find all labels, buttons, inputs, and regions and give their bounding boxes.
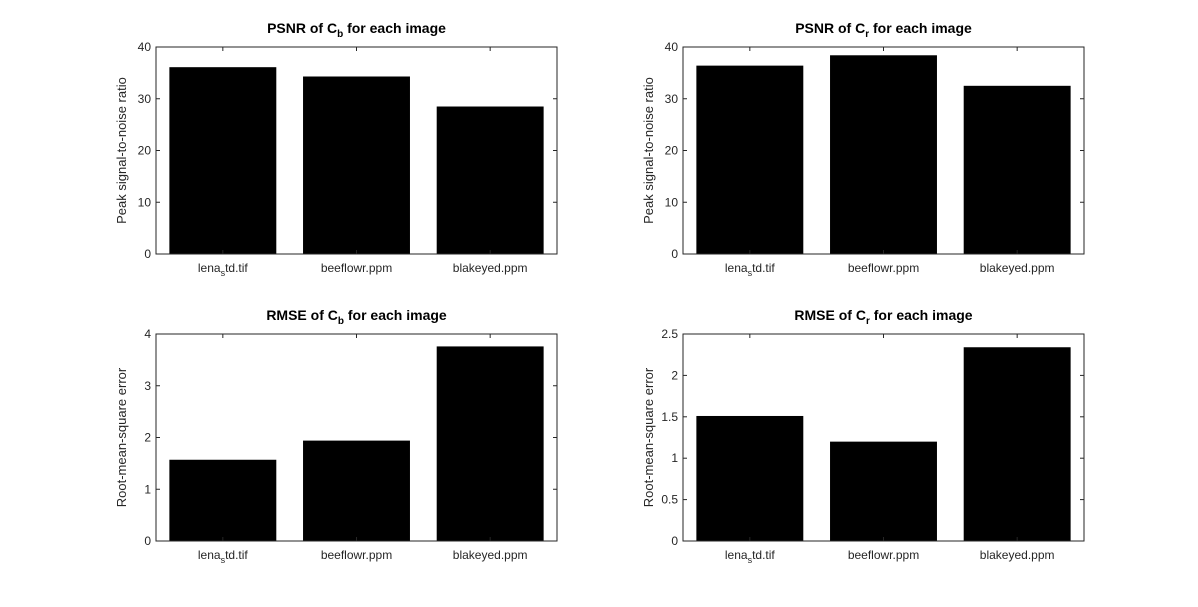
x-tick-label: blakeyed.ppm — [980, 261, 1055, 275]
bar-0 — [696, 65, 804, 254]
chart-rmse-cr: 0 0.5 1 1.5 2 2.5 lenastd.tif beeflowr.ppm blake… — [641, 307, 1085, 565]
y-tick-label: 30 — [665, 92, 679, 106]
chart-title: PSNR of Cb for each image — [267, 20, 446, 40]
y-tick-label: 10 — [665, 195, 679, 209]
bar-2 — [436, 106, 544, 254]
y-tick-label: 2 — [144, 431, 151, 445]
y-tick-label: 0.5 — [661, 493, 678, 507]
y-axis-label: Peak signal-to-noise ratio — [641, 77, 656, 224]
x-tick-label: lenastd.tif — [725, 261, 776, 278]
x-tick-label: blakeyed.ppm — [980, 548, 1055, 562]
x-tick-label: blakeyed.ppm — [453, 548, 528, 562]
chart-title: RMSE of Cb for each image — [266, 307, 447, 327]
y-axis-label: Root-mean-square error — [641, 367, 656, 507]
y-tick-label: 10 — [138, 195, 152, 209]
bar-2 — [963, 347, 1071, 541]
x-tick-label: beeflowr.ppm — [321, 261, 392, 275]
y-tick-label: 1 — [671, 451, 678, 465]
y-tick-label: 20 — [138, 144, 152, 158]
y-tick-label: 1.5 — [661, 410, 678, 424]
x-tick-label: lenastd.tif — [725, 548, 776, 565]
y-tick-label: 2 — [671, 368, 678, 382]
chart-rmse-cb: 0 1 2 3 4 lenastd.tif beeflowr.ppm blakeyed.ppm… — [114, 307, 558, 565]
y-tick-label: 0 — [144, 534, 151, 548]
x-tick-label: beeflowr.ppm — [848, 261, 919, 275]
x-tick-label: beeflowr.ppm — [321, 548, 392, 562]
y-tick-label: 20 — [665, 144, 679, 158]
bar-2 — [436, 346, 544, 541]
bar-1 — [830, 441, 937, 541]
y-tick-label: 30 — [138, 92, 152, 106]
y-tick-label: 4 — [144, 327, 151, 341]
chart-psnr-cr: 0 10 20 30 40 lenastd.tif beeflowr.ppm blakeyed… — [641, 20, 1085, 278]
y-tick-label: 0 — [671, 534, 678, 548]
x-tick-label: blakeyed.ppm — [453, 261, 528, 275]
bar-0 — [169, 67, 277, 255]
bar-0 — [696, 415, 804, 541]
x-tick-label: beeflowr.ppm — [848, 548, 919, 562]
bar-0 — [169, 459, 277, 541]
y-tick-label: 40 — [665, 40, 679, 54]
bar-1 — [303, 440, 410, 541]
y-axis-label: Peak signal-to-noise ratio — [114, 77, 129, 224]
x-tick-label: lenastd.tif — [198, 261, 249, 278]
chart-title: PSNR of Cr for each image — [795, 20, 972, 40]
y-tick-label: 0 — [671, 247, 678, 261]
y-tick-label: 0 — [144, 247, 151, 261]
bar-1 — [303, 76, 410, 254]
x-tick-label: lenastd.tif — [198, 548, 249, 565]
y-tick-label: 2.5 — [661, 327, 678, 341]
bar-1 — [830, 55, 937, 254]
chart-psnr-cb: 0 10 20 30 40 lenastd.tif beeflowr.ppm blakeyed… — [114, 20, 558, 278]
bar-2 — [963, 85, 1071, 254]
chart-title: RMSE of Cr for each image — [794, 307, 972, 327]
y-tick-label: 3 — [144, 379, 151, 393]
y-tick-label: 40 — [138, 40, 152, 54]
y-axis-label: Root-mean-square error — [114, 367, 129, 507]
y-tick-label: 1 — [144, 482, 151, 496]
